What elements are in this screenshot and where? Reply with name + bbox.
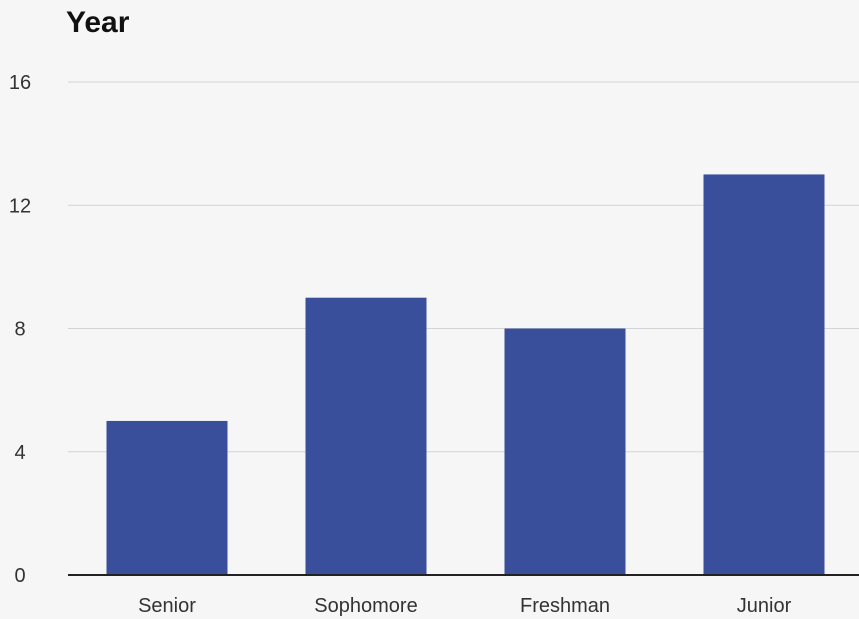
bars [106, 174, 825, 575]
chart-title: Year [66, 6, 130, 39]
y-tick-label: 4 [14, 442, 25, 464]
y-tick-label: 16 [9, 72, 31, 94]
x-tick-labels: Senior Sophomore Freshman Junior [138, 595, 791, 617]
bar-junior [703, 174, 825, 575]
y-tick-label: 8 [14, 319, 25, 341]
y-tick-labels: 0 4 8 12 16 [9, 72, 31, 587]
bar-freshman [504, 328, 626, 575]
y-tick-label: 12 [9, 195, 31, 217]
x-tick-label: Sophomore [314, 595, 417, 617]
x-tick-label: Senior [138, 595, 196, 617]
x-tick-label: Junior [737, 595, 792, 617]
x-tick-label: Freshman [520, 595, 610, 617]
y-tick-label: 0 [14, 565, 25, 587]
bar-senior [106, 420, 228, 575]
bar-sophomore [305, 297, 427, 575]
